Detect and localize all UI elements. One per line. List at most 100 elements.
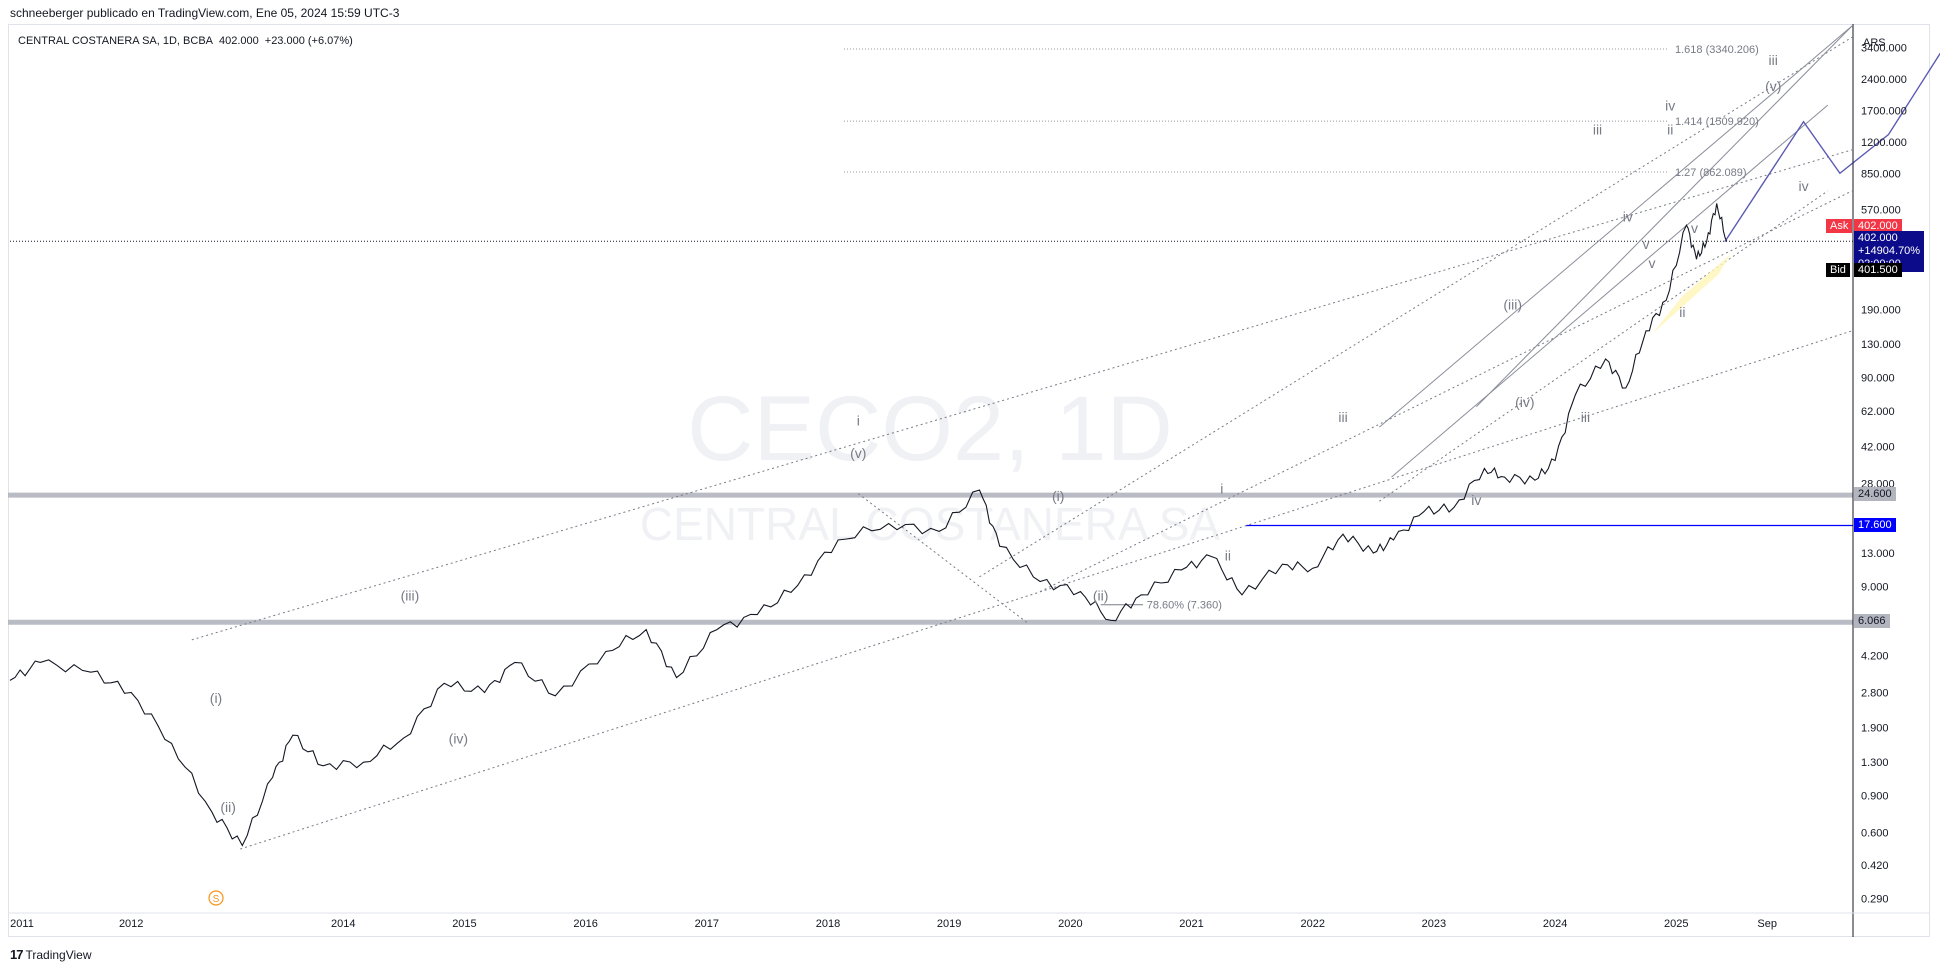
wave-label-1: (ii): [220, 799, 236, 815]
event-label: S: [213, 894, 220, 905]
channel-dotted-4: [979, 36, 1853, 578]
channel-solid-0: [1379, 25, 1853, 428]
currency-label[interactable]: ARS: [1863, 37, 1886, 49]
fib-label-0: 1.618 (3340.206): [1675, 44, 1759, 56]
wave-label-13: (i): [1052, 488, 1064, 504]
y-tick-label-17: 850.000: [1861, 168, 1901, 180]
wave-label-14: (ii): [1093, 588, 1109, 604]
retracement-label: 78.60% (7.360): [1147, 600, 1222, 612]
wave-labels: 1.618 (3340.206) 1.414 (1509.920) 1.27 (86…: [208, 44, 1809, 906]
y-tick-label-1: 0.420: [1861, 860, 1889, 872]
x-tick-label-4: 2016: [573, 918, 597, 930]
wave-label-0: (i): [210, 690, 222, 706]
x-tick-label-7: 2019: [937, 918, 961, 930]
drawings: [8, 25, 1940, 850]
y-tick-label-15: 190.000: [1861, 304, 1901, 316]
channel-solid-2: [1391, 104, 1829, 478]
x-tick-label-3: 2015: [452, 918, 476, 930]
x-tick-label-14: Sep: [1757, 918, 1777, 930]
footer-brand[interactable]: 17 TradingView: [10, 947, 92, 962]
level-badge-6066: 6.066: [1854, 614, 1890, 629]
x-tick-label-1: 2012: [119, 918, 143, 930]
x-tick-label-10: 2022: [1300, 918, 1324, 930]
x-tick-label-8: 2020: [1058, 918, 1082, 930]
brand-label: TradingView: [25, 948, 92, 962]
y-tick-label-12: 62.000: [1861, 406, 1895, 418]
y-tick-label-11: 42.000: [1861, 442, 1895, 454]
wave-label-25: v: [1642, 236, 1649, 252]
axes: 0.290 0.420 0.600 0.900 1.300 1.900 2.800 4.200…: [8, 24, 1930, 937]
bid-tag: Bid: [1826, 263, 1850, 278]
channel-dotted-5: [1379, 190, 1829, 502]
tradingview-logo-icon: 17: [10, 947, 24, 962]
wave-label-5: i: [857, 412, 860, 428]
wave-label-18: i: [1220, 481, 1223, 497]
x-tick-label-5: 2017: [695, 918, 719, 930]
wave-label-6: ii: [1667, 122, 1673, 138]
x-tick-label-2: 2014: [331, 918, 355, 930]
projection-path: [1724, 52, 1940, 243]
y-tick-label-9: 13.000: [1861, 548, 1895, 560]
channel-dotted-3: [857, 493, 1029, 624]
wave-label-15: (iii): [1503, 296, 1522, 312]
wave-label-4: (v): [850, 445, 866, 461]
wave-label-11: iv: [1623, 208, 1633, 224]
x-tick-label-13: 2025: [1664, 918, 1688, 930]
wave-label-3: (iv): [449, 730, 468, 746]
wave-label-7: iii: [1593, 122, 1602, 138]
channel-dotted-0: [191, 149, 1853, 641]
y-tick-label-18: 1200.000: [1861, 137, 1907, 149]
x-tick-label-9: 2021: [1179, 918, 1203, 930]
fib-label-2: 1.27 (862.089): [1675, 167, 1747, 179]
y-tick-label-4: 1.300: [1861, 757, 1889, 769]
watermark-name: CENTRAL COSTANERA SA: [640, 498, 1221, 550]
level-badge-24600: 24.600: [1854, 487, 1896, 502]
wave-label-9: v: [1691, 220, 1698, 236]
y-tick-label-19: 1700.000: [1861, 105, 1907, 117]
price-line: [9, 203, 1728, 847]
wave-label-17: ii: [1225, 547, 1231, 563]
wave-label-23: ii: [1679, 304, 1685, 320]
y-tick-label-7: 4.200: [1861, 651, 1889, 663]
current-badge-row-0: 402.000: [1858, 232, 1898, 245]
y-tick-label-2: 0.600: [1861, 827, 1889, 839]
wave-label-21: (v): [1765, 78, 1781, 94]
y-tick-label-13: 90.000: [1861, 372, 1895, 384]
x-tick-label-0: 2011: [10, 918, 34, 930]
channel-dotted-1: [240, 330, 1853, 850]
wave-label-12: v: [1649, 255, 1656, 271]
legend-symbol[interactable]: CENTRAL COSTANERA SA, 1D, BCBA: [18, 35, 213, 47]
y-tick-label-21: 3400.000: [1861, 42, 1907, 54]
wave-label-8: iv: [1665, 97, 1675, 113]
channel-dotted-2: [1039, 190, 1853, 593]
y-tick-label-0: 0.290: [1861, 894, 1889, 906]
bid-price-badge: 401.500: [1854, 263, 1902, 278]
chart-frame[interactable]: [8, 24, 1930, 937]
x-tick-label-11: 2023: [1422, 918, 1446, 930]
wave-label-2: (iii): [401, 588, 420, 604]
level-badge-17600: 17.600: [1854, 517, 1896, 532]
current-badge-row-1: +14904.70%: [1858, 245, 1921, 258]
y-tick-label-8: 9.000: [1861, 581, 1889, 593]
symbol-legend: CENTRAL COSTANERA SA, 1D, BCBA 402.000 +23…: [18, 35, 359, 47]
watermark: CECO2, 1D CENTRAL COSTANERA SA: [640, 378, 1221, 550]
wave-label-19: iii: [1581, 409, 1590, 425]
x-tick-label-12: 2024: [1543, 918, 1567, 930]
wave-label-22: iii: [1769, 52, 1778, 68]
event-marker: [208, 890, 224, 906]
y-tick-label-3: 0.900: [1861, 791, 1889, 803]
price-series: [9, 203, 1728, 847]
legend-price: 402.000: [219, 35, 259, 47]
y-tick-label-5: 1.900: [1861, 723, 1889, 735]
ask-tag: Ask: [1826, 219, 1853, 234]
watermark-ticker: CECO2, 1D: [687, 378, 1173, 480]
highlight-band: [1652, 253, 1731, 334]
y-tick-label-6: 2.800: [1861, 688, 1889, 700]
wave-label-20: iv: [1471, 492, 1481, 508]
wave-label-10: iii: [1338, 409, 1347, 425]
y-tick-label-16: 570.000: [1861, 205, 1901, 217]
wave-label-24: iv: [1798, 178, 1808, 194]
legend-change: +23.000 (+6.07%): [264, 35, 353, 47]
publisher-line: schneeberger publicado en TradingView.co…: [10, 6, 400, 20]
